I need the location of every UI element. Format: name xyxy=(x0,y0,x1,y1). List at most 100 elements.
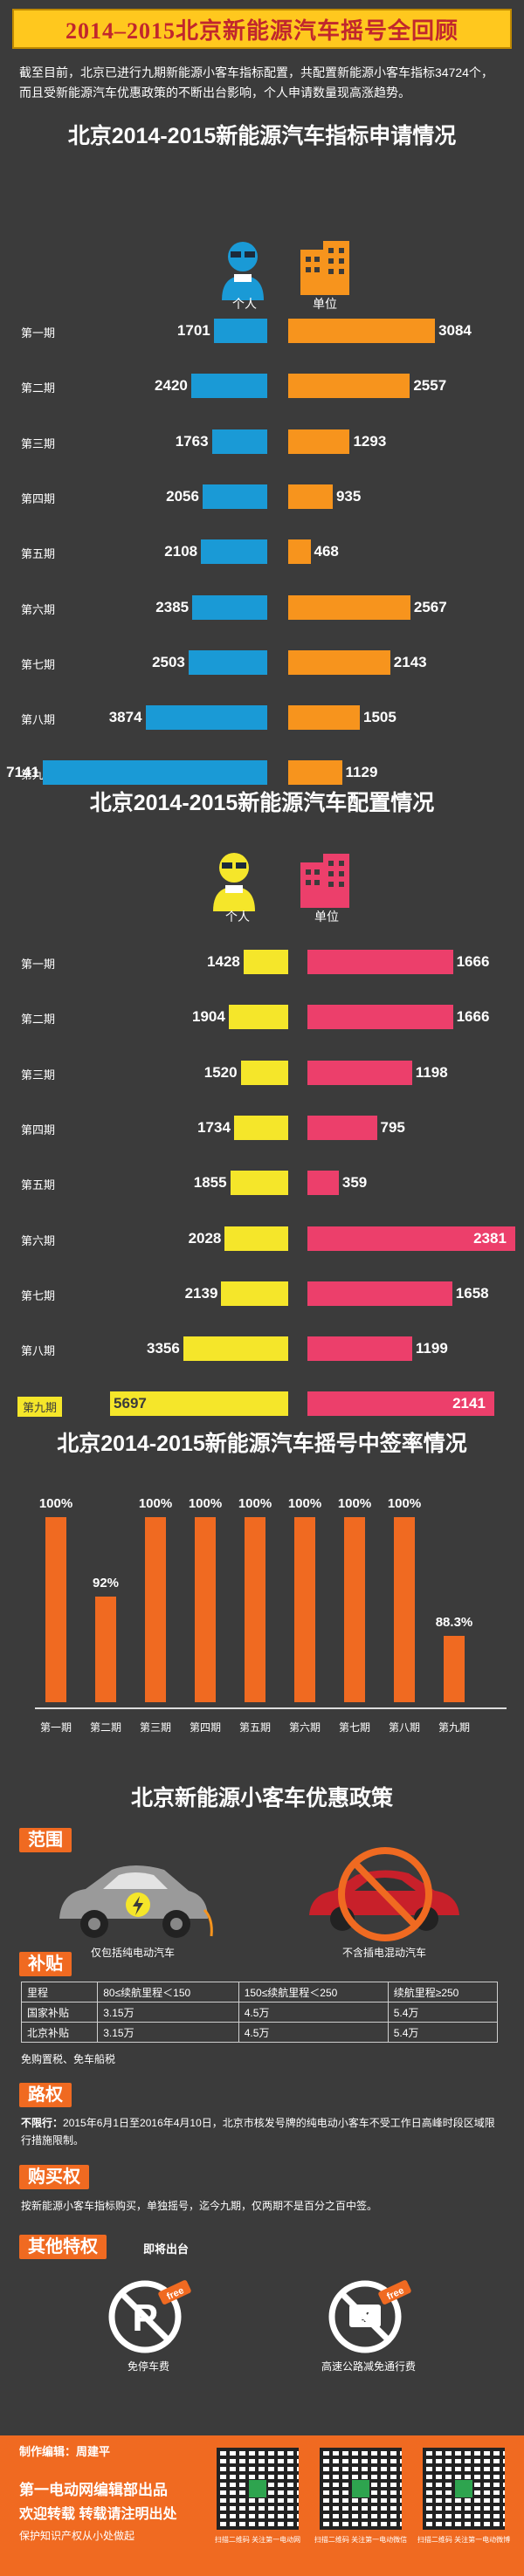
bar-person xyxy=(211,429,267,454)
bar-person xyxy=(228,1005,288,1030)
subsidy-tag: 补贴 xyxy=(19,1952,72,1976)
other-note: 即将出台 xyxy=(143,2243,190,2256)
value-label-unit: 359 xyxy=(341,1174,368,1192)
bar-unit xyxy=(307,1005,453,1030)
bar-person xyxy=(240,1060,288,1085)
rate-label: 100% xyxy=(188,1496,223,1511)
x-tick-label: 第二期 xyxy=(89,1721,121,1734)
period-label: 第五期 xyxy=(21,547,56,561)
bar-unit xyxy=(288,705,361,731)
bar-unit xyxy=(307,1115,377,1140)
bar-person xyxy=(221,1281,288,1306)
value-label-unit: 1293 xyxy=(353,432,387,450)
x-tick-label: 第七期 xyxy=(338,1721,370,1734)
qr-code xyxy=(217,2448,299,2530)
period-label: 第一期 xyxy=(21,326,56,340)
value-label-unit: 795 xyxy=(380,1118,405,1136)
period-label: 第一期 xyxy=(21,958,56,971)
rate-label: 100% xyxy=(287,1496,322,1511)
footer: 制作编辑：周建平 第一电动网编辑部出品 欢迎转载 转载请注明出处 保护知识产权从… xyxy=(0,2435,524,2576)
policy-title: 北京新能源小客车优惠政策 xyxy=(130,1786,393,1810)
table-cell: 国家补贴 xyxy=(20,2002,99,2023)
value-label-unit: 1199 xyxy=(415,1340,448,1357)
value-label-person: 7141 xyxy=(6,764,39,781)
table-cell: 3.15万 xyxy=(97,2002,239,2023)
bar-unit xyxy=(288,760,342,786)
x-tick-label: 第六期 xyxy=(288,1721,321,1734)
period-label: 第八期 xyxy=(21,713,56,727)
value-label-person: 1520 xyxy=(203,1063,238,1081)
bar-person xyxy=(230,1171,288,1196)
x-tick-label: 第四期 xyxy=(189,1721,221,1734)
table-header-cell: 80≤续航里程＜150 xyxy=(97,1982,239,2002)
bar-person xyxy=(42,760,267,786)
person-icon xyxy=(222,242,264,300)
value-label-person: 1701 xyxy=(176,322,210,339)
period-label: 第二期 xyxy=(21,1013,56,1027)
bar-unit xyxy=(288,649,390,675)
qr-code xyxy=(423,2448,505,2530)
subsidy-table: 里程 80≤续航里程＜150 150≤续航里程＜250 续航里程≥250 国家补… xyxy=(20,1982,499,2043)
rate-label: 100% xyxy=(387,1496,422,1511)
rate-bar xyxy=(95,1597,116,1702)
bar-unit xyxy=(288,539,311,565)
period-label: 第三期 xyxy=(21,1068,56,1082)
bar-unit xyxy=(307,1391,495,1417)
scope-tag: 范围 xyxy=(19,1828,72,1852)
bar-unit xyxy=(307,1281,452,1306)
rate-label: 100% xyxy=(238,1496,272,1511)
value-label-person: 1763 xyxy=(175,432,209,450)
chart2-title: 北京2014-2015新能源汽车配置情况 xyxy=(89,791,435,815)
person-icon-yellow xyxy=(213,853,255,911)
bar-unit xyxy=(307,1171,339,1196)
scope-yes-label: 仅包括纯电动汽车 xyxy=(91,1947,176,1959)
rate-bar xyxy=(145,1517,166,1702)
bar-unit xyxy=(288,594,410,620)
table-header-row: 里程 80≤续航里程＜150 150≤续航里程＜250 续航里程≥250 xyxy=(20,1982,499,2002)
value-label-person: 3356 xyxy=(147,1340,180,1357)
value-label-unit: 2141 xyxy=(452,1395,486,1412)
rate-label: 92% xyxy=(92,1576,120,1591)
table-cell: 4.5万 xyxy=(238,2022,389,2043)
rate-bar xyxy=(294,1517,315,1702)
bar-person xyxy=(110,1391,288,1417)
rate-label: 100% xyxy=(38,1496,73,1511)
table-cell: 3.15万 xyxy=(97,2022,239,2043)
value-label-unit: 1505 xyxy=(363,709,396,726)
value-label-unit: 1129 xyxy=(345,764,378,781)
bar-person xyxy=(233,1115,288,1140)
page-title: 2014–2015北京新能源汽车摇号全回顾 xyxy=(65,17,458,44)
buy-text: 按新能源小客车指标购买，单独摇号，迄今九期，仅两期不是百分之百中签。 xyxy=(21,2200,378,2212)
scope-no-label: 不含插电混动汽车 xyxy=(342,1947,427,1959)
value-label-unit: 3084 xyxy=(438,322,472,339)
period-label: 第六期 xyxy=(21,602,56,616)
title-banner: 2014–2015北京新能源汽车摇号全回顾 xyxy=(12,9,512,49)
x-tick-label: 第五期 xyxy=(238,1721,271,1734)
table-row: 国家补贴 3.15万 4.5万 5.4万 xyxy=(20,2002,499,2023)
table-header-cell: 续航里程≥250 xyxy=(387,1982,499,2002)
footer-line3: 保护知识产权从小处做起 xyxy=(19,2530,135,2542)
table-row: 北京补贴 3.15万 4.5万 5.4万 xyxy=(20,2022,499,2043)
bar-unit xyxy=(288,374,410,399)
qr-caption: 扫描二维码 关注第一电动微博 xyxy=(417,2536,511,2544)
road-tag: 路权 xyxy=(19,2083,72,2107)
qr-caption: 扫描二维码 关注第一电动网 xyxy=(214,2536,301,2544)
bar-person xyxy=(213,319,267,343)
x-tick-label: 第九期 xyxy=(438,1721,470,1734)
value-label-person: 1428 xyxy=(207,953,240,970)
value-label-unit: 935 xyxy=(335,487,362,505)
bar-unit xyxy=(307,1060,412,1085)
value-label-unit: 2567 xyxy=(413,598,447,615)
tax-note: 免购置税、免车船税 xyxy=(21,2053,116,2065)
intro-text: 截至目前，北京已进行九期新能源小客车指标配置，共配置新能源小客车指标34724个… xyxy=(19,65,493,100)
period-label: 第七期 xyxy=(21,657,56,671)
value-label-person: 2139 xyxy=(184,1284,218,1302)
value-label-unit: 2557 xyxy=(413,377,447,395)
x-tick-label: 第八期 xyxy=(388,1721,420,1734)
qr-caption: 扫描二维码 关注第一电动微信 xyxy=(314,2536,408,2544)
chart3-title: 北京2014-2015新能源汽车摇号中签率情况 xyxy=(57,1432,467,1456)
qr-code xyxy=(320,2448,402,2530)
value-label-person: 2056 xyxy=(166,487,199,505)
period-label: 第九期 xyxy=(17,1397,63,1418)
rate-label: 88.3% xyxy=(435,1614,473,1630)
